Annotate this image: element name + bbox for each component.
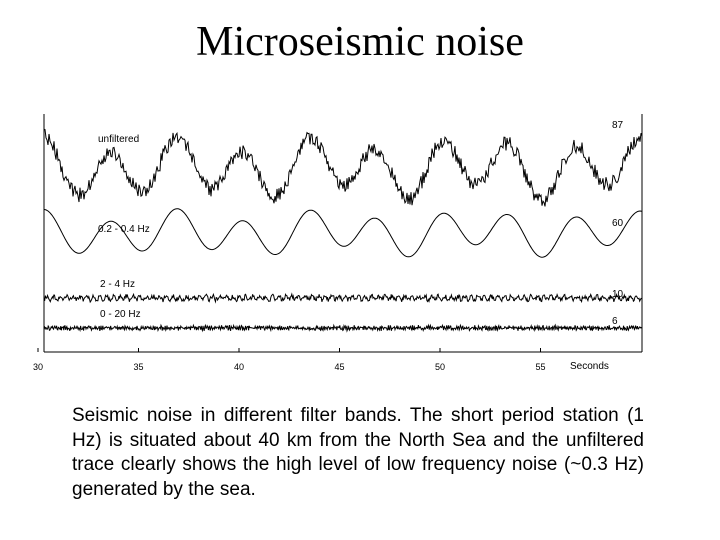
x-tick-label: 30 <box>33 362 43 372</box>
trace-amplitude: 6 <box>612 316 618 327</box>
trace-label: unfiltered <box>98 134 139 145</box>
x-tick-label: 55 <box>535 362 545 372</box>
trace-label: 2 - 4 Hz <box>100 279 135 290</box>
trace-amplitude: 10 <box>612 289 624 300</box>
trace-amplitude: 87 <box>612 120 624 131</box>
trace-unfiltered <box>43 128 643 207</box>
x-tick-label: 45 <box>334 362 344 372</box>
trace-label: 0.2 - 0.4 Hz <box>98 224 150 235</box>
slide-title: Microseismic noise <box>196 19 524 65</box>
plot-frame <box>43 114 643 353</box>
trace-amplitude: 60 <box>612 218 624 229</box>
x-tick-label: 35 <box>133 362 143 372</box>
x-axis-label: Seconds <box>570 361 609 372</box>
trace-0-2-0-4-hz <box>43 208 643 258</box>
figure-caption: Seismic noise in different filter bands.… <box>72 405 644 500</box>
x-axis-ticks: 30 35 40 45 50 55 Seconds <box>33 348 609 372</box>
trace-2-4-hz <box>43 292 643 304</box>
x-tick-label: 50 <box>435 362 445 372</box>
x-tick-label: 40 <box>234 362 244 372</box>
trace-label: 0 - 20 Hz <box>100 309 141 320</box>
trace-0-20-hz <box>43 323 642 333</box>
seismogram-figure: unfiltered 87 0.2 - 0.4 Hz 60 2 - 4 Hz 10 0 - … <box>33 114 643 372</box>
labels-group: unfiltered 87 0.2 - 0.4 Hz 60 2 - 4 Hz 10 0 - … <box>98 120 624 327</box>
traces-group <box>43 128 643 333</box>
